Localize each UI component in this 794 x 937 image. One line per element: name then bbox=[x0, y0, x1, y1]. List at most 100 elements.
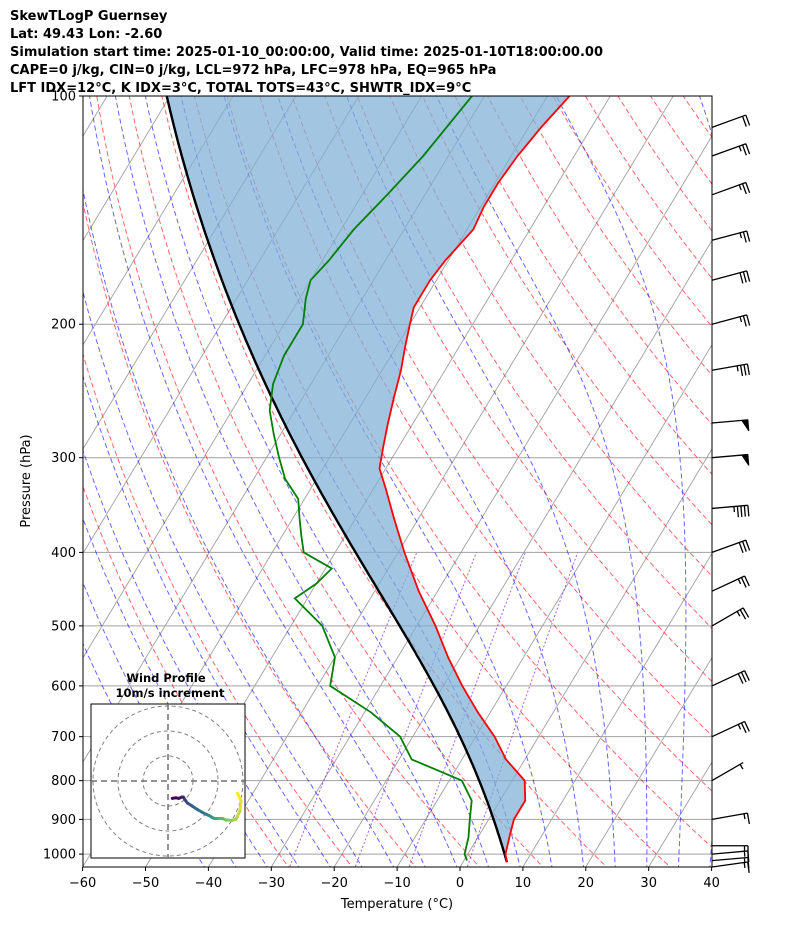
y-axis-label: Pressure (hPa) bbox=[19, 434, 34, 527]
hodograph-segment bbox=[170, 796, 178, 800]
wind-barb bbox=[711, 762, 744, 782]
y-tick-label: 1000 bbox=[43, 848, 76, 863]
x-tick-label: 40 bbox=[703, 876, 720, 891]
x-tick-label: 10 bbox=[515, 876, 532, 891]
y-tick-label: 700 bbox=[51, 730, 76, 745]
wind-barb bbox=[711, 419, 750, 432]
moist-adiabat bbox=[277, 96, 585, 867]
wind-barb bbox=[711, 270, 751, 284]
wind-barb bbox=[711, 607, 750, 627]
moist-adiabat bbox=[699, 96, 712, 867]
wind-barb bbox=[711, 504, 750, 518]
indices-line: LFT IDX=12°C, K IDX=3°C, TOTAL TOTS=43°C… bbox=[10, 81, 472, 96]
location-line: Lat: 49.43 Lon: -2.60 bbox=[10, 27, 163, 42]
y-tick-label: 400 bbox=[51, 546, 76, 561]
dry-adiabat bbox=[584, 96, 712, 280]
x-tick-label: −30 bbox=[258, 876, 285, 891]
isotherm-line bbox=[333, 239, 712, 867]
wind-barb bbox=[711, 143, 751, 157]
y-tick-label: 800 bbox=[51, 774, 76, 789]
moist-adiabat bbox=[89, 96, 426, 867]
axis-ticks: −60 −50 −40 −30 −20 −10 0 10 20 30 40 1000 900 800 700… bbox=[43, 90, 720, 892]
dry-adiabat bbox=[389, 96, 712, 577]
mixing-ratio-line bbox=[288, 552, 418, 867]
wind-barb bbox=[712, 845, 749, 857]
chart-header: SkewTLogP Guernsey Lat: 49.43 Lon: -2.60… bbox=[10, 8, 603, 98]
x-tick-label: −10 bbox=[383, 876, 410, 891]
wind-barb bbox=[711, 114, 751, 128]
dry-adiabat bbox=[487, 96, 712, 426]
y-tick-label: 300 bbox=[51, 451, 76, 466]
moist-adiabat bbox=[114, 96, 458, 867]
wind-barb bbox=[711, 670, 750, 687]
x-tick-label: −60 bbox=[69, 876, 96, 891]
x-axis-label: Temperature (°C) bbox=[340, 897, 453, 912]
x-tick-label: −50 bbox=[132, 876, 159, 891]
hodograph: Wind Profile 10m/s increment bbox=[90, 671, 246, 859]
wind-barb bbox=[711, 575, 750, 592]
wind-barb bbox=[711, 181, 751, 196]
y-tick-label: 100 bbox=[51, 90, 76, 105]
dry-adiabat bbox=[519, 96, 712, 376]
chart-title: SkewTLogP Guernsey bbox=[10, 9, 168, 24]
y-tick-label: 600 bbox=[51, 679, 76, 694]
moist-adiabat bbox=[83, 449, 300, 867]
hodograph-subtitle: 10m/s increment bbox=[116, 686, 225, 700]
x-tick-label: −20 bbox=[320, 876, 347, 891]
hodograph-ring bbox=[117, 730, 219, 832]
background-lines bbox=[83, 96, 794, 870]
mixing-ratio-line bbox=[466, 552, 579, 867]
wind-barb bbox=[711, 363, 751, 377]
x-tick-label: 0 bbox=[456, 876, 464, 891]
wind-barb bbox=[711, 539, 751, 554]
dry-adiabat bbox=[83, 200, 417, 867]
temperature-line bbox=[378, 96, 571, 863]
isotherm-line bbox=[83, 96, 171, 242]
wind-barb bbox=[711, 453, 750, 466]
cape-line: CAPE=0 j/kg, CIN=0 j/kg, LCL=972 hPa, LF… bbox=[10, 63, 497, 78]
parcel-profile-line bbox=[165, 96, 509, 863]
hodograph-segment bbox=[234, 809, 242, 821]
hodograph-title: Wind Profile bbox=[126, 671, 206, 685]
dry-adiabat bbox=[682, 96, 712, 138]
wind-barb bbox=[711, 812, 751, 825]
dry-adiabat bbox=[422, 96, 712, 526]
moist-adiabat bbox=[83, 374, 331, 867]
isotherm-line bbox=[459, 448, 712, 867]
dry-adiabat bbox=[83, 485, 290, 867]
isotherm-line bbox=[585, 656, 712, 867]
isotherm-line bbox=[208, 96, 674, 867]
dry-adiabat bbox=[650, 96, 712, 185]
moist-adiabat bbox=[346, 96, 616, 867]
isotherm-line bbox=[711, 865, 712, 867]
profiles bbox=[165, 96, 571, 863]
y-tick-label: 200 bbox=[51, 318, 76, 333]
hodograph-segment bbox=[238, 799, 243, 813]
isotherm-line bbox=[83, 96, 234, 346]
y-tick-label: 900 bbox=[51, 813, 76, 828]
moist-adiabat bbox=[83, 642, 206, 867]
dry-adiabat bbox=[324, 96, 712, 683]
wind-barb bbox=[711, 230, 751, 243]
wind-barb bbox=[711, 720, 750, 738]
x-tick-label: 20 bbox=[578, 876, 595, 891]
dry-adiabat bbox=[96, 96, 481, 867]
dewpoint-line bbox=[268, 96, 473, 861]
moist-adiabat bbox=[83, 289, 363, 867]
isotherm-line bbox=[270, 135, 712, 867]
x-tick-label: −40 bbox=[195, 876, 222, 891]
y-tick-label: 500 bbox=[51, 619, 76, 634]
moist-adiabat bbox=[436, 96, 648, 867]
wind-barb bbox=[711, 314, 751, 327]
x-tick-label: 30 bbox=[640, 876, 657, 891]
isotherm-line bbox=[522, 552, 712, 867]
dry-adiabat bbox=[83, 352, 353, 867]
mixing-ratio-line bbox=[408, 552, 526, 867]
dry-adiabat bbox=[356, 96, 712, 630]
dry-adiabat bbox=[617, 96, 712, 232]
dry-adiabat bbox=[454, 96, 712, 475]
wind-barb bbox=[711, 861, 750, 873]
time-line: Simulation start time: 2025-01-10_00:00:… bbox=[10, 45, 603, 60]
dry-adiabat bbox=[748, 96, 794, 870]
